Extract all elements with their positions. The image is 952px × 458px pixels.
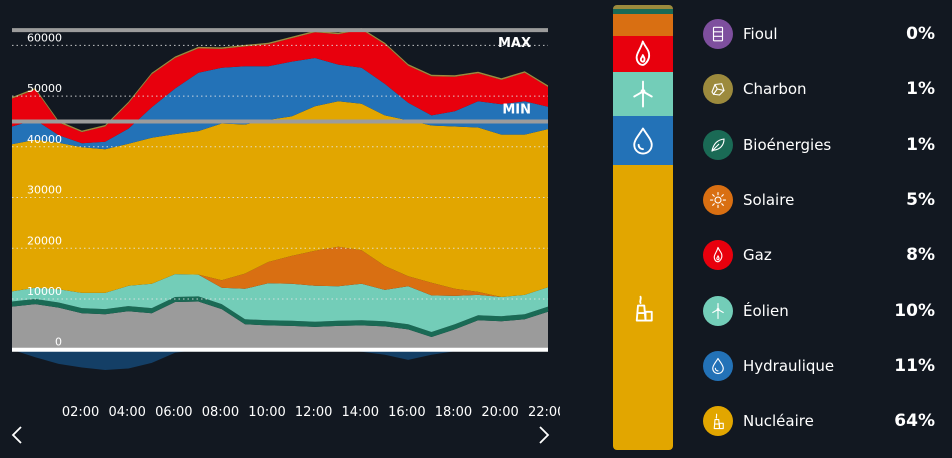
- legend-item-bio[interactable]: Bioénergies 1%: [703, 129, 935, 161]
- legend-item-gaz[interactable]: Gaz 8%: [703, 239, 935, 271]
- legend-item-solaire[interactable]: Solaire 5%: [703, 184, 935, 216]
- mix-bar-segment-eolien: [613, 71, 673, 117]
- x-tick-label: 16:00: [388, 405, 425, 420]
- x-tick-label: 12:00: [295, 405, 332, 420]
- flame-icon: [713, 247, 723, 263]
- chevron-left-icon: [11, 426, 22, 444]
- area-exports: [12, 349, 548, 370]
- y-tick-label: 40000: [27, 133, 62, 146]
- chevron-right-icon: [539, 426, 550, 444]
- water-drop-icon: [633, 127, 653, 155]
- y-tick-labels: 0 10000 20000 30000 40000 50000 60000: [27, 31, 62, 348]
- area-solaire: [12, 246, 548, 297]
- legend-percentage: 8%: [906, 245, 935, 266]
- area-bio: [12, 296, 548, 337]
- x-tick-label: 02:00: [62, 405, 99, 420]
- x-tick-labels: 02:00 04:00 06:00 08:00 10:00 12:00 14:00 16:00…: [62, 405, 560, 420]
- area-eolien: [12, 274, 548, 332]
- legend-percentage: 10%: [894, 300, 935, 321]
- reference-lines: MAX MIN: [12, 28, 548, 124]
- oil-barrel-icon: [712, 26, 724, 42]
- legend-label: Éolien: [743, 301, 789, 320]
- line-bio: [11, 297, 549, 337]
- mix-bar-segment-charbon: [613, 5, 673, 10]
- legend-item-hydraulique[interactable]: Hydraulique 11%: [703, 350, 935, 382]
- mix-bar-segment-bio: [613, 9, 673, 14]
- legend-item-eolien[interactable]: Éolien 10%: [703, 295, 935, 327]
- legend-badge: [703, 350, 733, 381]
- x-tick-label: 10:00: [248, 405, 285, 420]
- area-gaz: [12, 29, 548, 144]
- legend-item-fioul[interactable]: Fioul 0%: [703, 18, 935, 50]
- nuclear-plant-icon: [635, 295, 653, 322]
- y-tick-label: 20000: [27, 234, 62, 247]
- legend-label: Bioénergies: [743, 135, 832, 154]
- x-tick-label: 08:00: [202, 405, 239, 420]
- legend-badge: [703, 129, 733, 160]
- legend-badge: [703, 184, 733, 215]
- legend-percentage: 0%: [906, 24, 935, 44]
- legend-label: Fioul: [743, 25, 778, 43]
- legend-percentage: 11%: [894, 355, 935, 376]
- y-tick-label: 50000: [27, 82, 62, 95]
- wind-turbine-icon: [712, 302, 724, 319]
- x-tick-label: 14:00: [342, 405, 379, 420]
- flame-icon: [635, 40, 651, 66]
- area-base: [12, 301, 548, 350]
- y-tick-label: 10000: [27, 285, 62, 298]
- legend-badge: [703, 19, 733, 49]
- mix-bar-segment-hydraulique: [613, 116, 673, 166]
- legend-label: Nucléaire: [743, 412, 814, 431]
- legend-badge: [703, 240, 733, 271]
- stacked-areas: [11, 28, 549, 370]
- legend-item-nucleaire[interactable]: Nucléaire 64%: [703, 405, 935, 437]
- legend-item-charbon[interactable]: Charbon 1%: [703, 73, 935, 105]
- legend-percentage: 5%: [906, 189, 935, 210]
- legend-label: Charbon: [743, 80, 807, 99]
- min-label: MIN: [502, 102, 531, 117]
- y-tick-label: 0: [55, 336, 62, 349]
- grid-lines: [12, 44, 548, 352]
- next-day-button[interactable]: [533, 424, 553, 446]
- legend-badge: [703, 74, 733, 105]
- area-hydraulique: [12, 58, 548, 150]
- coal-icon: [711, 83, 725, 96]
- x-tick-label: 20:00: [481, 405, 518, 420]
- y-tick-label: 60000: [27, 31, 62, 44]
- x-tick-label: 18:00: [435, 405, 472, 420]
- x-tick-label: 22:00: [528, 405, 560, 420]
- legend-label: Solaire: [743, 190, 795, 209]
- x-tick-label: 04:00: [108, 405, 145, 420]
- legend-label: Gaz: [743, 246, 772, 265]
- water-drop-icon: [712, 357, 724, 374]
- mix-bar-segment-nucleaire: [613, 165, 673, 450]
- legend-label: Hydraulique: [743, 356, 835, 375]
- x-tick-label: 06:00: [155, 405, 192, 420]
- wind-turbine-icon: [633, 80, 653, 108]
- energy-mix-bar: [613, 5, 673, 450]
- max-label: MAX: [498, 36, 531, 51]
- mix-bar-segment-gaz: [613, 36, 673, 72]
- legend-badge: [703, 406, 733, 437]
- mix-bar-segment-solaire: [613, 13, 673, 37]
- production-chart: 0 10000 20000 30000 40000 50000 60000 02:00 04:…: [11, 28, 560, 420]
- previous-day-button[interactable]: [8, 424, 28, 446]
- legend-percentage: 1%: [906, 134, 935, 155]
- leaf-icon: [711, 138, 725, 152]
- legend-badge: [703, 295, 733, 326]
- sun-icon: [709, 191, 727, 208]
- legend-percentage: 64%: [894, 411, 935, 432]
- nuclear-plant-icon: [713, 413, 724, 430]
- y-tick-label: 30000: [27, 184, 62, 197]
- legend-percentage: 1%: [906, 79, 935, 100]
